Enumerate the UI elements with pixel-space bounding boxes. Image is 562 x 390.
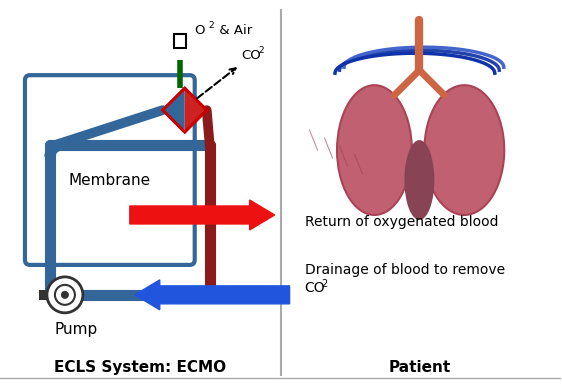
- Circle shape: [61, 291, 69, 299]
- Ellipse shape: [424, 85, 504, 215]
- Text: Pump: Pump: [55, 322, 98, 337]
- Text: Membrane: Membrane: [69, 172, 151, 188]
- Text: Return of oxygenated blood: Return of oxygenated blood: [305, 215, 498, 229]
- FancyArrow shape: [135, 280, 289, 310]
- FancyArrow shape: [130, 200, 275, 230]
- Text: CO: CO: [305, 281, 325, 295]
- Text: Drainage of blood to remove: Drainage of blood to remove: [305, 263, 505, 277]
- Polygon shape: [185, 88, 207, 132]
- Text: 2: 2: [259, 46, 264, 55]
- Polygon shape: [163, 88, 185, 132]
- Text: 2: 2: [321, 279, 328, 289]
- Bar: [174, 34, 185, 48]
- FancyBboxPatch shape: [25, 75, 194, 265]
- Text: ECLS System: ECMO: ECLS System: ECMO: [54, 360, 226, 375]
- Bar: [39, 290, 47, 300]
- Text: O: O: [194, 24, 205, 37]
- Text: CO: CO: [242, 49, 261, 62]
- Ellipse shape: [405, 140, 434, 220]
- Circle shape: [55, 285, 75, 305]
- Ellipse shape: [337, 85, 412, 215]
- Text: & Air: & Air: [215, 24, 252, 37]
- Text: 2: 2: [209, 21, 214, 30]
- Circle shape: [47, 277, 83, 313]
- Text: Patient: Patient: [388, 360, 451, 375]
